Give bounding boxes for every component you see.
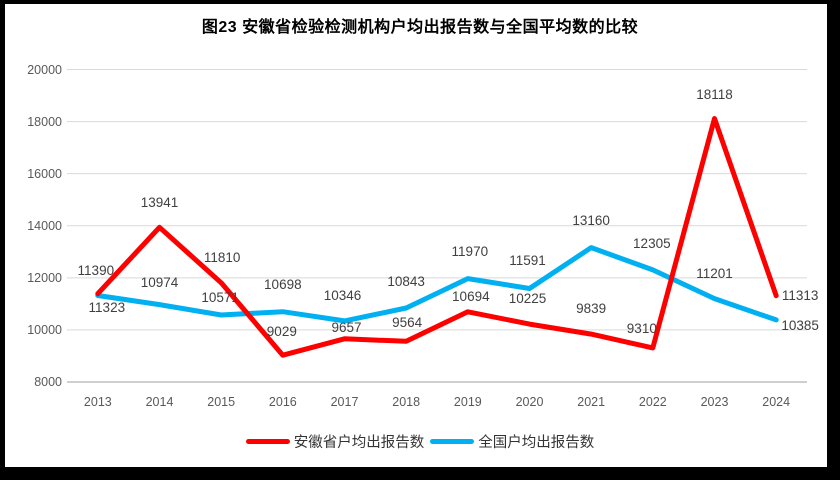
y-tick-label: 10000 — [27, 322, 62, 337]
x-tick-label: 2020 — [515, 395, 544, 409]
y-tick-label: 8000 — [34, 375, 62, 389]
legend-blue-line-icon — [430, 439, 475, 444]
data-label-national-2015: 10571 — [201, 290, 239, 306]
legend-label-anhui: 安徽省户均出报告数 — [293, 435, 425, 451]
x-tick-label: 2023 — [700, 395, 729, 409]
y-tick-label: 12000 — [27, 270, 62, 285]
x-tick-label: 2016 — [268, 395, 297, 409]
y-tick-label: 18000 — [27, 114, 62, 129]
data-label-anhui-2024: 11313 — [781, 287, 819, 303]
data-label-anhui-2023: 18118 — [696, 86, 733, 102]
data-label-national-2017: 10346 — [323, 287, 362, 303]
x-tick-label: 2013 — [83, 395, 112, 409]
data-label-anhui-2019: 10694 — [452, 288, 490, 304]
x-tick-label: 2019 — [453, 395, 482, 409]
data-label-anhui-2022: 9310 — [626, 320, 657, 336]
legend-item-anhui: 安徽省户均出报告数 — [245, 431, 425, 452]
y-tick-label: 14000 — [27, 218, 62, 233]
data-label-national-2018: 10843 — [387, 273, 425, 289]
series-line-national — [95, 245, 779, 324]
data-label-national-2024: 10385 — [781, 317, 819, 333]
x-tick-label: 2017 — [330, 395, 359, 409]
chart-title: 图23 安徽省检验检测机构户均出报告数与全国平均数的比较 — [201, 19, 639, 36]
data-label-national-2016: 10698 — [264, 276, 302, 292]
y-tick-label: 16000 — [27, 166, 62, 181]
data-label-national-2022: 12305 — [633, 235, 671, 251]
x-tick-label: 2024 — [762, 395, 791, 409]
data-label-anhui-2017: 9657 — [331, 319, 362, 335]
x-tick-label: 2018 — [392, 395, 421, 409]
data-label-anhui-2014: 13941 — [140, 195, 179, 211]
data-label-anhui-2013: 11390 — [77, 262, 115, 278]
data-label-national-2019: 11970 — [451, 243, 489, 259]
x-tick-label: 2015 — [207, 395, 236, 409]
series-line-anhui — [95, 116, 779, 358]
data-label-anhui-2016: 9029 — [266, 324, 297, 340]
x-tick-label: 2022 — [638, 395, 667, 409]
data-label-anhui-2020: 10225 — [508, 291, 547, 307]
data-label-anhui-2015: 11810 — [203, 249, 241, 265]
x-tick-label: 2021 — [577, 395, 606, 409]
data-label-national-2021: 13160 — [572, 212, 610, 228]
legend-label-national: 全国户均出报告数 — [478, 435, 595, 451]
y-tick-label: 20000 — [27, 62, 62, 77]
data-label-national-2020: 11591 — [509, 253, 546, 269]
data-label-national-2023: 11201 — [696, 265, 733, 281]
legend: 安徽省户均出报告数 全国户均出报告数 — [0, 431, 840, 452]
data-label-anhui-2018: 9564 — [392, 315, 423, 331]
data-label-national-2013: 11323 — [88, 300, 126, 316]
data-label-national-2014: 10974 — [140, 274, 179, 290]
x-tick-label: 2014 — [145, 395, 174, 409]
data-label-anhui-2021: 9839 — [576, 301, 607, 317]
legend-red-line-icon — [245, 439, 290, 444]
legend-item-national: 全国户均出报告数 — [430, 431, 594, 452]
